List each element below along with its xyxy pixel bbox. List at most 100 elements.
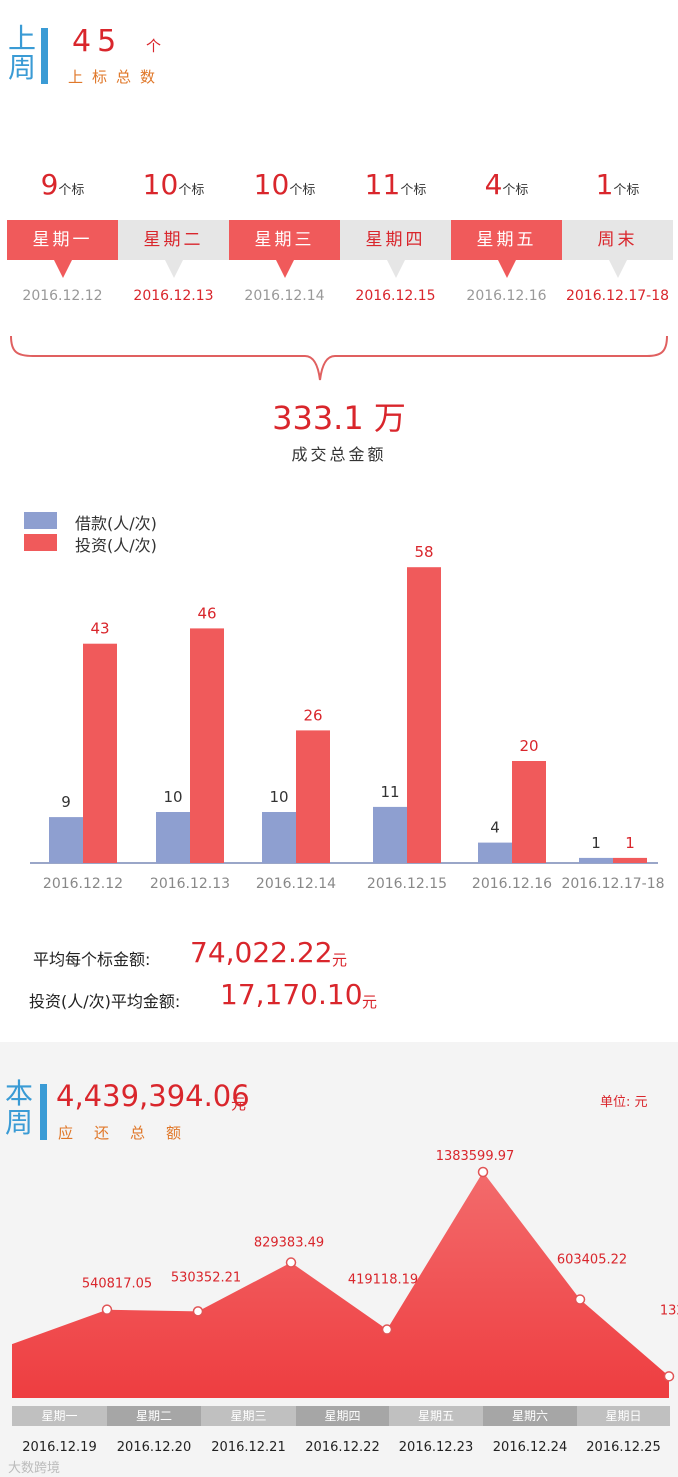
bar-value-label-borrow-0: 9 (61, 793, 71, 811)
bar-borrow-1 (156, 812, 190, 863)
weekday-band-0 (12, 1406, 107, 1426)
bar-value-label-invest-0: 43 (90, 620, 109, 638)
weekday-label-6: 星期日 (605, 1409, 641, 1423)
day-count-unit: 个标 (289, 183, 316, 198)
date-label-0: 2016.12.19 (22, 1440, 96, 1455)
average-per-investment-value: 17,170.10 (220, 978, 363, 1011)
weekday-label-5: 星期六 (512, 1409, 548, 1423)
day-date-3: 2016.12.15 (355, 288, 436, 304)
weekday-label-1: 星期二 (136, 1409, 172, 1423)
data-label-1: 530352.21 (171, 1270, 241, 1285)
day-label-1: 星期二 (143, 230, 204, 250)
day-count-unit: 个标 (502, 183, 529, 198)
average-per-investment-label: 投资(人/次)平均金额: (29, 992, 181, 1011)
this-week-label: 本周 (4, 1077, 33, 1139)
total-turnover-label: 成交总金额 (291, 445, 387, 464)
day-count-value: 10 (142, 168, 179, 201)
day-date-0: 2016.12.12 (22, 288, 103, 304)
watermark: 大数跨境 (8, 1461, 61, 1476)
day-pointer-5 (608, 260, 627, 278)
day-count-5: 1个标 (562, 168, 673, 201)
day-label-5: 周末 (597, 230, 638, 250)
day-pointer-0 (53, 260, 72, 278)
bar-invest-3 (407, 567, 441, 863)
date-label-1: 2016.12.20 (117, 1440, 191, 1455)
bar-value-label-invest-1: 46 (197, 604, 216, 622)
area-fill (12, 1172, 669, 1398)
day-label-3: 星期四 (365, 230, 426, 250)
x-tick-label-1: 2016.12.13 (150, 876, 230, 892)
bar-invest-5 (613, 857, 647, 863)
day-count-value: 11 (364, 168, 401, 201)
day-label-4: 星期五 (451, 220, 562, 260)
date-label-5: 2016.12.24 (493, 1440, 567, 1455)
day-count-1: 10个标 (118, 168, 229, 201)
day-date-2: 2016.12.14 (244, 288, 325, 304)
legend-label-invest: 投资(人/次) (75, 536, 157, 555)
x-tick-label-2: 2016.12.14 (256, 876, 336, 892)
weekday-label-0: 星期一 (41, 1409, 77, 1423)
data-point-2 (285, 1257, 297, 1268)
date-label-2: 2016.12.21 (211, 1440, 285, 1455)
data-label-3: 419118.19 (348, 1273, 418, 1288)
weekday-label-2: 星期三 (230, 1409, 266, 1423)
bar-value-label-borrow-1: 10 (163, 788, 182, 806)
chart-unit-label: 单位: 元 (600, 1095, 648, 1110)
listed-count: 45 (72, 24, 123, 59)
weekday-band-5 (483, 1406, 577, 1426)
bar-value-label-borrow-4: 4 (490, 819, 500, 837)
day-pointer-3 (386, 260, 405, 278)
bar-invest-0 (83, 643, 117, 863)
data-point-0 (101, 1304, 113, 1315)
data-point-6 (663, 1371, 675, 1382)
bar-invest-1 (190, 628, 224, 863)
average-per-loan-value: 74,022.22 (190, 936, 333, 969)
listed-count-unit: 个 (146, 37, 162, 55)
average-per-investment-unit: 元 (362, 993, 378, 1011)
bar-borrow-0 (49, 817, 83, 863)
date-label-4: 2016.12.23 (399, 1440, 473, 1455)
day-date-1: 2016.12.13 (133, 288, 214, 304)
day-count-unit: 个标 (178, 183, 205, 198)
x-tick-label-4: 2016.12.16 (472, 876, 552, 892)
this-week-accent-bar (40, 1084, 47, 1140)
data-label-6: 132717.93 (660, 1303, 678, 1318)
average-per-loan-unit: 元 (332, 951, 348, 969)
legend-swatch-invest (24, 534, 57, 551)
listed-count-label: 上标总数 (68, 68, 165, 86)
day-date-5: 2016.12.17-18 (565, 288, 670, 304)
repayment-total-label: 应还总额 (58, 1124, 203, 1142)
bar-invest-4 (512, 761, 546, 863)
data-label-0: 540817.05 (82, 1277, 152, 1292)
area-chart: 540817.05 530352.21 829383.49 419118.19 1383… (12, 1149, 678, 1455)
x-tick-label-5: 2016.12.17-18 (561, 876, 664, 892)
last-week-label: 上周 (7, 22, 36, 84)
weekday-label-3: 星期四 (324, 1409, 360, 1423)
weekday-band-1 (107, 1406, 201, 1426)
repayment-total-amount: 4,439,394.06 (56, 1079, 250, 1113)
bar-value-label-invest-2: 26 (303, 706, 322, 724)
bar-value-label-borrow-5: 1 (591, 834, 601, 852)
bar-borrow-5 (579, 857, 613, 863)
weekday-band-3 (296, 1406, 389, 1426)
day-count-unit: 个标 (613, 183, 640, 198)
bar-chart: 9 43 2016.12.12 10 46 2016.12.13 10 26 2016.12.1… (30, 545, 665, 892)
bar-value-label-invest-4: 20 (519, 737, 538, 755)
x-tick-label-3: 2016.12.15 (367, 876, 447, 892)
bar-borrow-3 (373, 806, 407, 863)
day-strip (7, 220, 673, 260)
weekday-band-4 (389, 1406, 483, 1426)
average-per-loan-label: 平均每个标金额: (33, 950, 151, 969)
data-label-4: 1383599.97 (436, 1149, 515, 1164)
day-pointer-1 (164, 260, 183, 278)
repayment-total-unit: 元 (231, 1095, 247, 1113)
day-count-value: 4 (484, 168, 503, 201)
day-date-4: 2016.12.16 (466, 288, 547, 304)
data-point-5 (574, 1294, 586, 1305)
bar-invest-2 (296, 730, 330, 863)
day-count-value: 9 (40, 168, 59, 201)
day-count-value: 10 (253, 168, 290, 201)
bar-borrow-4 (478, 842, 512, 863)
bar-value-label-invest-3: 58 (414, 545, 433, 561)
day-count-unit: 个标 (58, 183, 85, 198)
